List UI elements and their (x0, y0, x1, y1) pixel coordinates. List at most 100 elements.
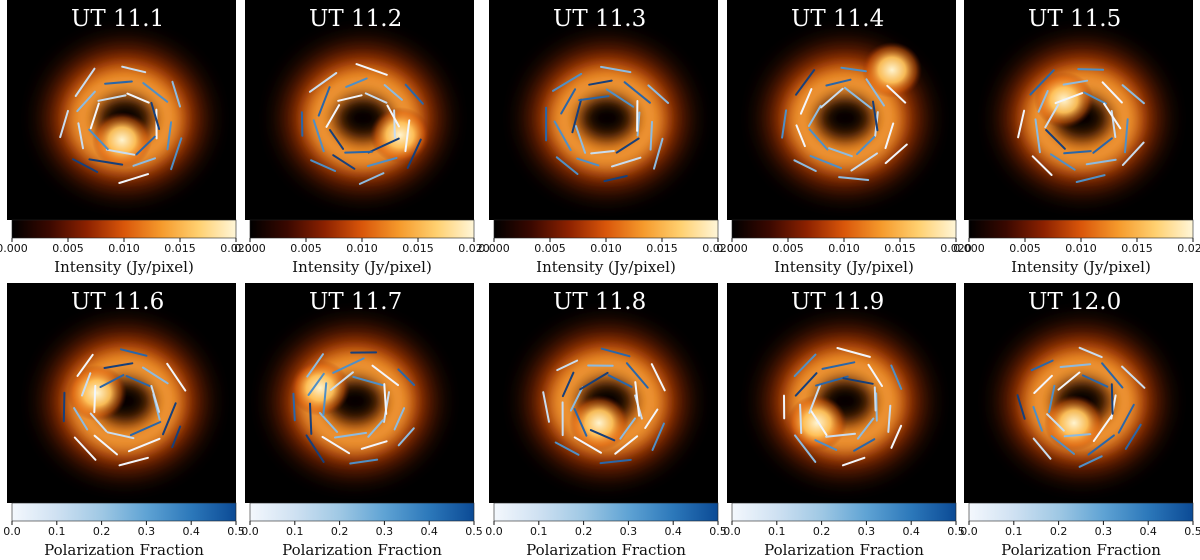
polarization-tick (1062, 79, 1089, 86)
polarization-tick (850, 152, 878, 172)
polarization-tick (404, 83, 424, 105)
polarization-tick (317, 86, 331, 117)
hotspot (1044, 395, 1104, 451)
colorbar-tick-label: 0.2 (813, 525, 831, 538)
polarization-tick (619, 417, 636, 440)
polarization-tick (77, 122, 84, 150)
colorbar-tick-label: 0.0 (3, 525, 21, 538)
polarization-tick (636, 111, 641, 137)
polarization-tick (623, 81, 651, 104)
colorbar-tick-label: 0.000 (953, 242, 985, 255)
polarization-tick (856, 136, 876, 156)
polarization-tick (1085, 158, 1117, 166)
polarization-tick (794, 434, 817, 463)
colorbar-tick-label: 0.000 (478, 242, 510, 255)
polarization-tick (1030, 359, 1054, 372)
polarization-tick (349, 458, 379, 465)
colorbar-tick-label: 0.0 (241, 525, 259, 538)
hotspot (290, 360, 350, 416)
polarization-tick (561, 371, 575, 398)
polarization-tick (599, 458, 632, 465)
polarization-tick (821, 361, 856, 370)
colorbar-tick-label: 0.020 (1177, 242, 1200, 255)
hotspot (862, 42, 922, 98)
colorbar-label: Intensity (Jy/pixel) (1011, 258, 1151, 276)
polarization-tick (352, 375, 384, 387)
polarization-tick (325, 104, 341, 128)
polarization-tick (292, 392, 296, 422)
polarization-tick (600, 347, 631, 358)
polarization-tick (383, 383, 388, 415)
polarization-tick (371, 364, 399, 387)
colorbar-strip (968, 502, 1194, 522)
ring-core (796, 79, 894, 165)
polarization-tick (88, 158, 124, 166)
polarization-tick (1110, 394, 1117, 420)
polarization-tick (573, 408, 588, 437)
polarization-colorbar: 0.0 0.1 0.2 0.3 0.4 0.5 Polarization Fraction (723, 502, 965, 559)
polarization-tick (1077, 68, 1105, 71)
polarization-tick (312, 119, 325, 153)
polarization-tick (93, 434, 118, 456)
polarization-tick (306, 353, 324, 378)
polarization-tick (132, 157, 156, 167)
polarization-tick (856, 417, 875, 440)
polarization-tick (1081, 374, 1109, 388)
polarization-tick (125, 375, 151, 387)
polarization-tick (890, 364, 903, 390)
polarization-tick (793, 159, 817, 172)
polarization-tick (1033, 374, 1053, 394)
polarization-tick (310, 159, 337, 172)
polarization-tick (81, 372, 92, 397)
polarization-tick (799, 403, 803, 434)
colorbar-tick-label: 0.5 (947, 525, 965, 538)
polarization-tick (873, 386, 877, 412)
polarization-tick (554, 441, 580, 456)
polarization-vectors (781, 66, 908, 181)
polarization-tick (366, 156, 398, 168)
polarization-tick (569, 386, 584, 412)
panel-title: UT 11.6 (71, 289, 164, 315)
image-panel: UT 11.2 (245, 0, 474, 220)
colorbar-strip (11, 219, 237, 239)
polarization-vectors (545, 65, 670, 183)
polarization-tick (836, 347, 871, 358)
panel-title: UT 11.8 (553, 289, 646, 315)
image-panel: UT 11.1 (7, 0, 236, 220)
colorbar-tick-label: 0.0 (723, 525, 741, 538)
polarization-tick (76, 90, 96, 113)
polarization-tick (106, 431, 135, 440)
polarization-tick (89, 412, 108, 433)
colorbar-tick-label: 0.010 (346, 242, 378, 255)
intensity-colorbar: 0.000 0.005 0.010 0.015 0.020 Intensity (Jy/p… (478, 219, 734, 276)
colorbar-strip (731, 219, 957, 239)
colorbar-strip (249, 502, 475, 522)
polarization-tick (808, 128, 829, 151)
colorbar-tick-label: 0.015 (402, 242, 434, 255)
colorbar-tick-label: 0.4 (182, 525, 200, 538)
polarization-vectors (542, 347, 666, 465)
polarization-tick (141, 366, 169, 385)
polarization-tick (1050, 435, 1075, 455)
polarization-tick (332, 357, 365, 374)
polarization-tick (781, 109, 788, 139)
polarization-tick (1101, 81, 1123, 104)
polarization-tick (1059, 363, 1092, 368)
hotspot (92, 112, 152, 168)
polarization-tick (1016, 394, 1026, 420)
polarization-tick (355, 63, 388, 76)
polarization-tick (1121, 365, 1146, 389)
polarization-tick (553, 120, 572, 152)
polarization-tick (867, 363, 883, 387)
polarization-tick (89, 102, 100, 130)
polarization-tick (1087, 434, 1115, 456)
polarization-tick (105, 148, 136, 156)
colorbar-label: Intensity (Jy/pixel) (292, 258, 432, 276)
colorbar-label: Polarization Fraction (282, 541, 442, 559)
polarization-tick (607, 374, 633, 388)
polarization-tick (887, 404, 892, 433)
polarization-tick (1101, 362, 1124, 389)
polarization-colorbar: 0.0 0.1 0.2 0.3 0.4 0.5 Polarization Fraction (960, 502, 1200, 559)
polarization-tick (807, 104, 822, 127)
